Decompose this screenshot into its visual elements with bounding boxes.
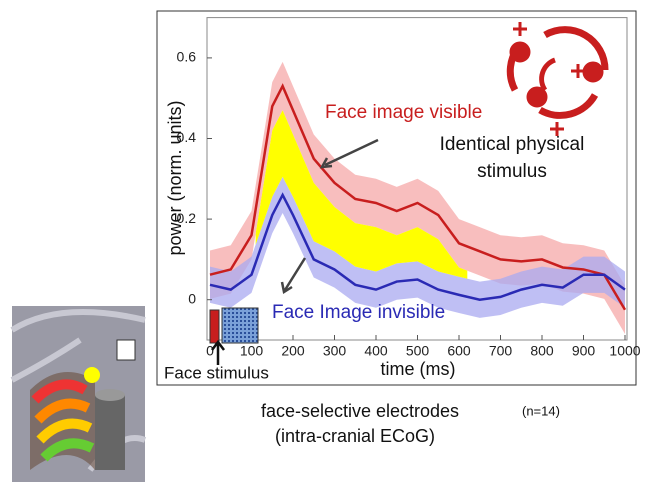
y-tick-label: 0 (188, 290, 196, 306)
x-tick-label: 1000 (609, 343, 640, 359)
x-axis-label: time (ms) (381, 359, 456, 379)
x-tick-label: 0 (206, 343, 214, 359)
caption-n: (n=14) (522, 403, 560, 418)
mask-box (222, 308, 258, 343)
x-tick-label: 800 (530, 343, 554, 359)
x-tick-label: 400 (364, 343, 388, 359)
stimulus-box (210, 310, 219, 343)
x-tick-label: 200 (281, 343, 305, 359)
x-tick-label: 100 (240, 343, 264, 359)
stimulus-label: Face stimulus (164, 363, 269, 382)
caption: face-selective electrodes (261, 401, 459, 421)
series-label: Face Image invisible (272, 302, 445, 323)
x-tick-label: 700 (489, 343, 513, 359)
note-line: Identical physical (440, 134, 585, 155)
caption: (intra-cranial ECoG) (275, 426, 435, 446)
y-tick-label: 0.6 (177, 49, 197, 65)
note-line: stimulus (477, 161, 547, 182)
page: {"chart_data": { "type": "line", "x_labe… (0, 0, 657, 491)
x-tick-label: 600 (447, 343, 471, 359)
x-tick-label: 300 (323, 343, 347, 359)
x-tick-label: 500 (406, 343, 430, 359)
y-axis-label: power (norm. units) (165, 100, 185, 255)
figure: 00.20.40.6010020030040050060070080090010… (0, 0, 657, 491)
series-label: Face image visible (325, 102, 482, 123)
brain-illustration (12, 306, 145, 482)
x-tick-label: 900 (572, 343, 596, 359)
